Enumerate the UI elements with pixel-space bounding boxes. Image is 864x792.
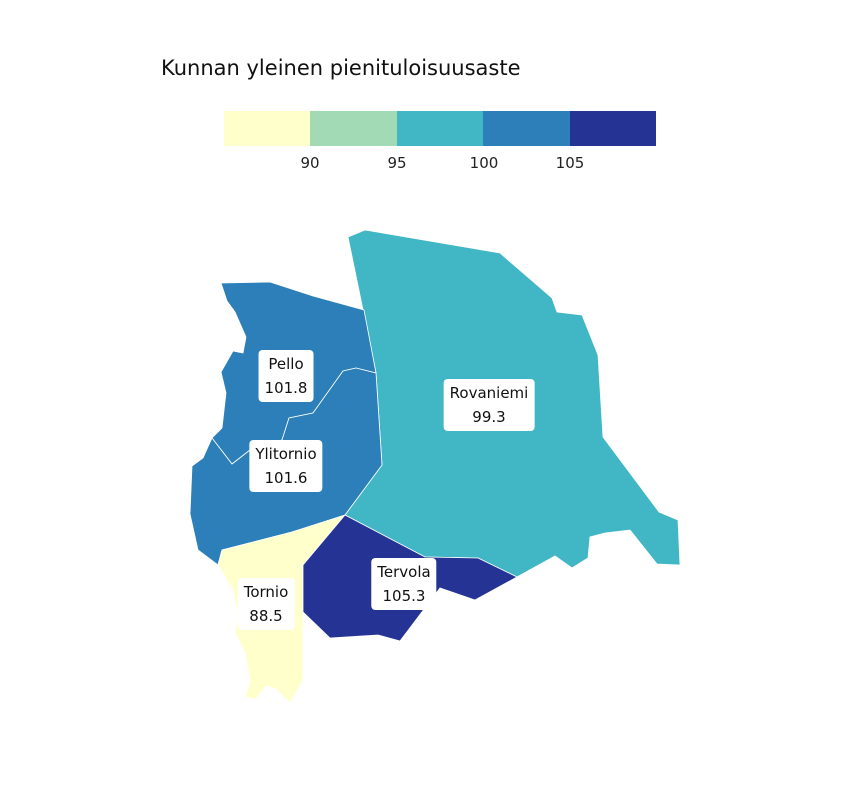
label-value: 88.5	[249, 607, 283, 625]
label-name: Tervola	[377, 563, 431, 581]
label-name: Ylitornio	[255, 445, 317, 463]
legend-swatch-3	[396, 111, 484, 146]
label-value: 101.8	[264, 379, 308, 397]
label-name: Rovaniemi	[449, 384, 529, 402]
legend-tick-105: 105	[555, 154, 585, 172]
label-pello: Pello 101.8	[258, 350, 314, 402]
label-ylitornio: Ylitornio 101.6	[249, 440, 323, 492]
label-tervola: Tervola 105.3	[371, 558, 437, 610]
label-value: 105.3	[382, 587, 426, 605]
legend-tick-90: 90	[300, 154, 320, 172]
color-legend	[224, 111, 656, 146]
label-value: 99.3	[472, 408, 506, 426]
legend-tick-100: 100	[469, 154, 499, 172]
legend-swatch-4	[483, 111, 570, 146]
legend-tick-95: 95	[387, 154, 407, 172]
label-rovaniemi: Rovaniemi 99.3	[443, 379, 535, 431]
map-title: Kunnan yleinen pienituloisuusaste	[161, 56, 521, 80]
label-name: Pello	[268, 355, 304, 373]
legend-swatch-1	[224, 111, 311, 146]
label-value: 101.6	[264, 469, 308, 487]
legend-swatch-5	[569, 111, 656, 146]
legend-swatch-2	[310, 111, 397, 146]
label-tornio: Tornio 88.5	[237, 578, 295, 630]
label-name: Tornio	[243, 583, 289, 601]
